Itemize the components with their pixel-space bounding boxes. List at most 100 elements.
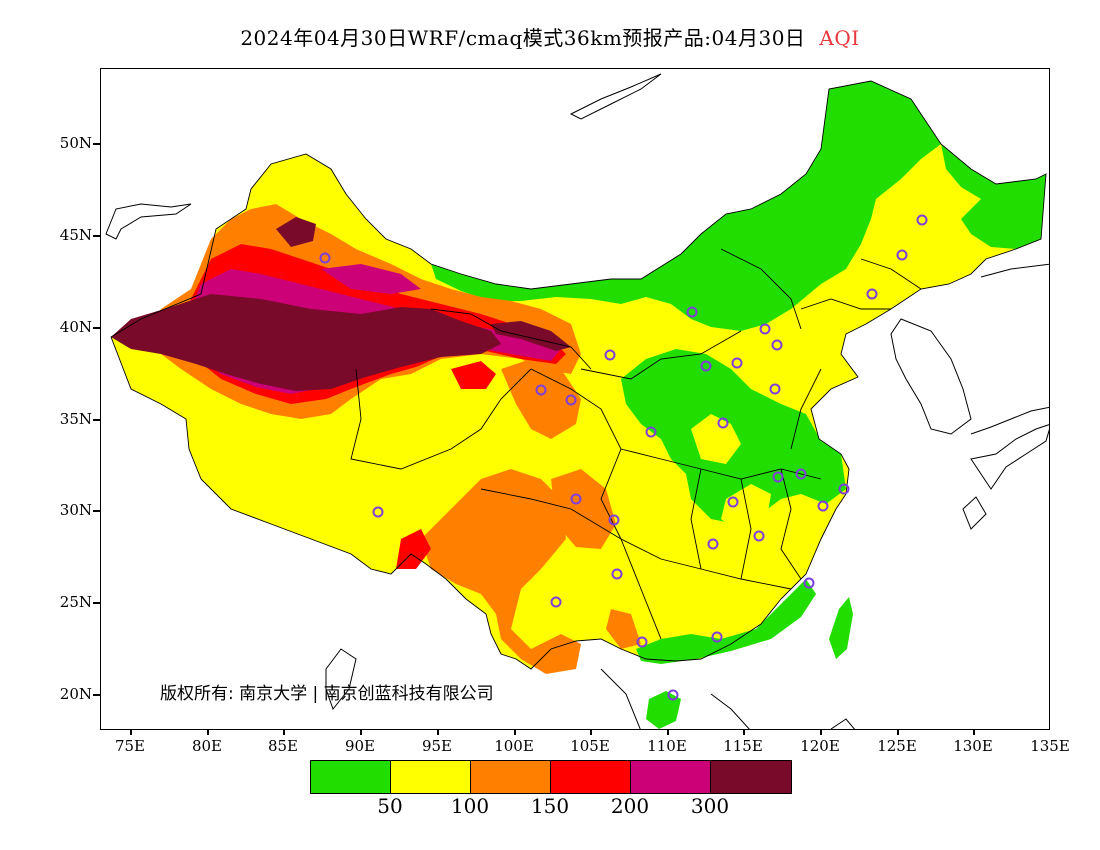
x-tick [820, 729, 822, 735]
station-marker [866, 288, 878, 300]
y-tick-label: 30N [59, 501, 92, 519]
y-tick-label: 40N [59, 318, 92, 336]
region-good-north [431, 81, 941, 331]
station-marker [838, 483, 850, 495]
y-tick [93, 143, 101, 145]
station-marker [817, 500, 829, 512]
region-good-hainan [646, 691, 681, 729]
x-tick-label: 135E [1030, 737, 1070, 755]
station-marker [803, 577, 815, 589]
station-marker [896, 249, 908, 261]
station-marker [711, 631, 723, 643]
station-marker [795, 468, 807, 480]
y-tick-label: 45N [59, 226, 92, 244]
legend-swatch-hazardous [711, 761, 791, 793]
station-marker [700, 360, 712, 372]
station-markers [319, 214, 928, 701]
title-text: 2024年04月30日WRF/cmaq模式36km预报产品:04月30日 [240, 26, 806, 50]
legend-swatch-very-unhealthy [631, 761, 711, 793]
x-tick-label: 115E [723, 737, 763, 755]
station-marker [608, 514, 620, 526]
region-usg-guangxi [606, 609, 641, 649]
station-marker [319, 252, 331, 264]
x-tick-label: 125E [877, 737, 917, 755]
legend-label: 100 [450, 794, 490, 818]
x-tick-label: 110E [647, 737, 687, 755]
region-good-taiwan [829, 597, 853, 659]
station-marker [717, 417, 729, 429]
station-marker [727, 496, 739, 508]
y-tick-label: 50N [59, 134, 92, 152]
map-frame [100, 68, 1050, 730]
legend-label: 150 [530, 794, 570, 818]
y-tick [93, 235, 101, 237]
region-very-unhealthy-north [321, 264, 421, 294]
coastlines [105, 73, 1049, 729]
station-marker [731, 357, 743, 369]
legend-swatch-usg [471, 761, 551, 793]
x-tick [437, 729, 439, 735]
boundaries [110, 80, 1047, 670]
x-tick [973, 729, 975, 735]
station-marker [771, 339, 783, 351]
x-tick [130, 729, 132, 735]
y-tick [93, 602, 101, 604]
station-marker [686, 306, 698, 318]
x-tick-label: 120E [800, 737, 840, 755]
region-moderate-pocket-3 [791, 327, 836, 361]
station-marker [707, 538, 719, 550]
x-tick [283, 729, 285, 735]
region-usg-sw [421, 469, 581, 674]
y-tick [93, 327, 101, 329]
x-tick-label: 95E [421, 737, 453, 755]
x-tick [897, 729, 899, 735]
station-marker [604, 349, 616, 361]
station-marker [570, 493, 582, 505]
station-marker [550, 596, 562, 608]
region-hazardous-north [276, 217, 316, 247]
title-variable: AQI [819, 26, 860, 50]
y-tick [93, 510, 101, 512]
x-tick [590, 729, 592, 735]
x-tick [743, 729, 745, 735]
legend-colorbar [310, 760, 792, 794]
station-marker [916, 214, 928, 226]
legend-label: 300 [690, 794, 730, 818]
station-marker [611, 568, 623, 580]
x-tick-label: 90E [344, 737, 376, 755]
map-title: 2024年04月30日WRF/cmaq模式36km预报产品:04月30日 AQI [0, 22, 1100, 51]
legend-label: 50 [377, 794, 403, 818]
station-marker [759, 323, 771, 335]
region-moderate-pocket-1 [691, 414, 741, 464]
station-marker [636, 636, 648, 648]
station-marker [667, 689, 679, 701]
region-unhealthy-tibet-edge [396, 529, 431, 569]
y-tick [93, 419, 101, 421]
x-tick-label: 85E [267, 737, 299, 755]
station-marker [772, 471, 784, 483]
copyright-text: 版权所有: 南京大学 | 南京创蓝科技有限公司 [160, 684, 494, 704]
x-tick [514, 729, 516, 735]
station-marker [372, 506, 384, 518]
region-moderate-pocket-2 [721, 484, 771, 534]
legend-swatch-moderate [391, 761, 471, 793]
aqi-map [105, 73, 1049, 729]
region-good-upper-ne [826, 83, 926, 169]
region-good-northeast [941, 144, 1046, 249]
legend-label: 200 [610, 794, 650, 818]
x-tick [360, 729, 362, 735]
station-marker [535, 384, 547, 396]
region-hazardous-tarim [111, 294, 501, 391]
region-unhealthy-inner [451, 361, 496, 389]
y-tick [93, 694, 101, 696]
y-tick-label: 20N [59, 685, 92, 703]
x-tick-label: 100E [494, 737, 534, 755]
legend-swatch-good [311, 761, 391, 793]
station-marker [565, 394, 577, 406]
x-tick-label: 105E [570, 737, 610, 755]
y-tick-label: 35N [59, 410, 92, 428]
x-tick [667, 729, 669, 735]
x-tick [207, 729, 209, 735]
station-marker [769, 383, 781, 395]
region-good-south [636, 579, 816, 664]
